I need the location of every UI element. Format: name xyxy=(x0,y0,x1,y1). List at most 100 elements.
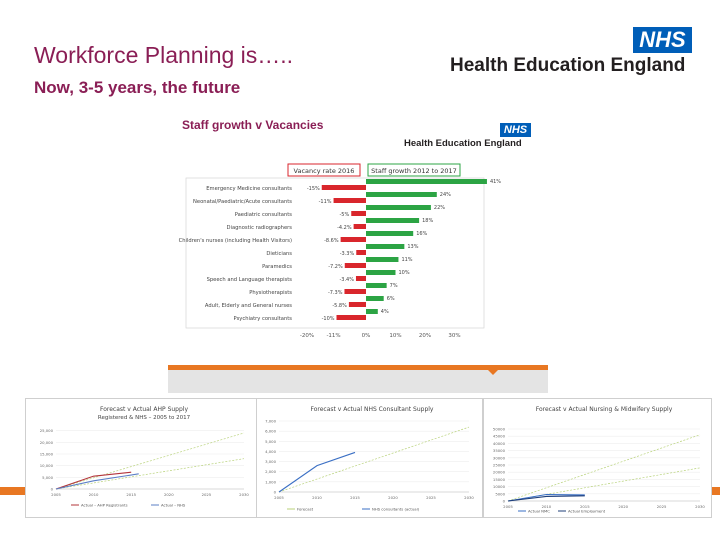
growth-bar xyxy=(366,218,420,223)
vacancy-value-label: -3.4% xyxy=(339,277,354,283)
series-line xyxy=(55,471,132,490)
y-tick-label: 5000 xyxy=(495,491,505,496)
y-tick-label: 7,000 xyxy=(265,419,276,424)
category-label: Neonatal/Paediatric/Acute consultants xyxy=(193,199,292,205)
ahp-chart-panel: Forecast v Actual AHP Supply Registered &… xyxy=(25,398,257,518)
growth-value-label: 13% xyxy=(407,244,418,250)
y-tick-label: 5,000 xyxy=(265,439,276,444)
series-line xyxy=(507,493,585,502)
strip-marker-icon xyxy=(487,369,499,375)
chart-title: Forecast v Actual Nursing & Midwifery Su… xyxy=(536,406,673,413)
growth-value-label: 11% xyxy=(401,257,412,263)
growth-value-label: 22% xyxy=(434,205,445,211)
series-line xyxy=(55,458,245,490)
y-tick-label: 15,000 xyxy=(40,452,54,457)
growth-bar xyxy=(366,257,399,262)
vacancy-value-label: -7.3% xyxy=(328,290,343,296)
growth-bar xyxy=(366,296,384,301)
series-line xyxy=(55,473,139,490)
growth-bar xyxy=(366,231,414,236)
y-tick-label: 50000 xyxy=(493,427,506,432)
y-tick-label: 40000 xyxy=(493,441,506,446)
category-label: Adult, Elderly and General nurses xyxy=(205,303,292,309)
y-tick-label: 25000 xyxy=(493,463,506,468)
vacancy-bar xyxy=(333,198,366,203)
y-tick-label: 0 xyxy=(503,499,506,504)
vacancy-bar xyxy=(344,263,366,268)
y-tick-label: 10,000 xyxy=(40,463,54,468)
vacancy-value-label: -7.2% xyxy=(328,264,343,270)
x-tick-label: 2030 xyxy=(695,504,705,509)
orange-strip xyxy=(168,365,548,370)
vacancy-bar xyxy=(353,224,366,229)
category-label: Paramedics xyxy=(262,264,292,270)
y-tick-label: 3,000 xyxy=(265,459,276,464)
x-tick-label: 2015 xyxy=(580,504,590,509)
y-tick-label: 20000 xyxy=(493,470,506,475)
y-tick-label: 2,000 xyxy=(265,469,276,474)
legend-growth-box xyxy=(367,163,461,177)
y-tick-label: 35000 xyxy=(493,448,506,453)
legend-label: NHS consultants (actual) xyxy=(372,507,420,512)
x-tick-label: 2025 xyxy=(657,504,667,509)
x-tick-label: 30% xyxy=(448,333,460,339)
category-label: Emergency Medicine consultants xyxy=(206,186,292,192)
nhs-logo: NHS xyxy=(633,27,692,53)
slide-subtitle: Now, 3-5 years, the future xyxy=(34,78,241,97)
y-tick-label: 1,000 xyxy=(265,479,276,484)
y-tick-label: 15000 xyxy=(493,477,506,482)
x-tick-label: 2015 xyxy=(126,492,136,497)
growth-value-label: 7% xyxy=(390,283,398,289)
x-tick-label: 2010 xyxy=(312,495,322,500)
growth-bar xyxy=(366,270,396,275)
vacancy-bar xyxy=(344,289,366,294)
y-tick-label: 30000 xyxy=(493,455,506,460)
plot-border xyxy=(185,177,485,329)
vacancy-bar xyxy=(356,250,366,255)
consultant-chart-panel: Forecast v Actual NHS Consultant Supply 0… xyxy=(256,398,483,518)
vacancy-value-label: -15% xyxy=(307,186,320,192)
series-line xyxy=(278,451,356,493)
growth-value-label: 24% xyxy=(440,192,451,198)
growth-bar xyxy=(366,179,487,184)
consultant-supply-chart: Forecast v Actual NHS Consultant Supply 0… xyxy=(265,406,474,512)
growth-bar xyxy=(366,283,387,288)
legend-label: Actual NMC xyxy=(528,509,550,514)
x-tick-label: 2020 xyxy=(618,504,628,509)
vacancy-bar xyxy=(321,185,366,190)
series-line xyxy=(507,495,585,502)
x-tick-label: 0% xyxy=(362,333,371,339)
legend-vacancy-label: Vacancy rate 2016 xyxy=(294,167,355,175)
x-tick-label: 2025 xyxy=(426,495,436,500)
vacancy-value-label: -5.8% xyxy=(332,303,347,309)
vacancy-bar xyxy=(348,302,366,307)
growth-value-label: 4% xyxy=(381,309,389,315)
series-line xyxy=(55,432,245,490)
x-tick-label: 20% xyxy=(419,333,431,339)
legend-label: Actual Employment xyxy=(568,509,606,514)
x-tick-label: 10% xyxy=(389,333,401,339)
chart-title: Forecast v Actual NHS Consultant Supply xyxy=(311,406,434,413)
nursing-chart-panel: Forecast v Actual Nursing & Midwifery Su… xyxy=(483,398,712,518)
y-tick-label: 0 xyxy=(274,490,277,495)
category-label: Speech and Language therapists xyxy=(207,277,293,283)
x-tick-label: 2030 xyxy=(464,495,474,500)
y-tick-label: 4,000 xyxy=(265,449,276,454)
category-label: Dieticians xyxy=(266,251,292,257)
growth-bar xyxy=(366,309,378,314)
y-tick-label: 6,000 xyxy=(265,429,276,434)
inner-nhs-logo: NHS xyxy=(500,123,531,137)
org-name: Health Education England xyxy=(450,55,686,76)
x-tick-label: 2005 xyxy=(503,504,513,509)
y-tick-label: 45000 xyxy=(493,434,506,439)
y-tick-label: 0 xyxy=(51,487,54,492)
legend-growth-label: Staff growth 2012 to 2017 xyxy=(371,167,457,175)
growth-bar xyxy=(366,205,431,210)
legend-label: Actual – AHP Registrants xyxy=(81,503,128,508)
x-tick-label: 2005 xyxy=(274,495,284,500)
category-label: Paediatric consultants xyxy=(235,212,293,218)
x-tick-label: 2025 xyxy=(202,492,212,497)
category-label: Psychiatry consultants xyxy=(234,316,293,322)
growth-bar xyxy=(366,244,405,249)
growth-value-label: 41% xyxy=(490,179,501,185)
